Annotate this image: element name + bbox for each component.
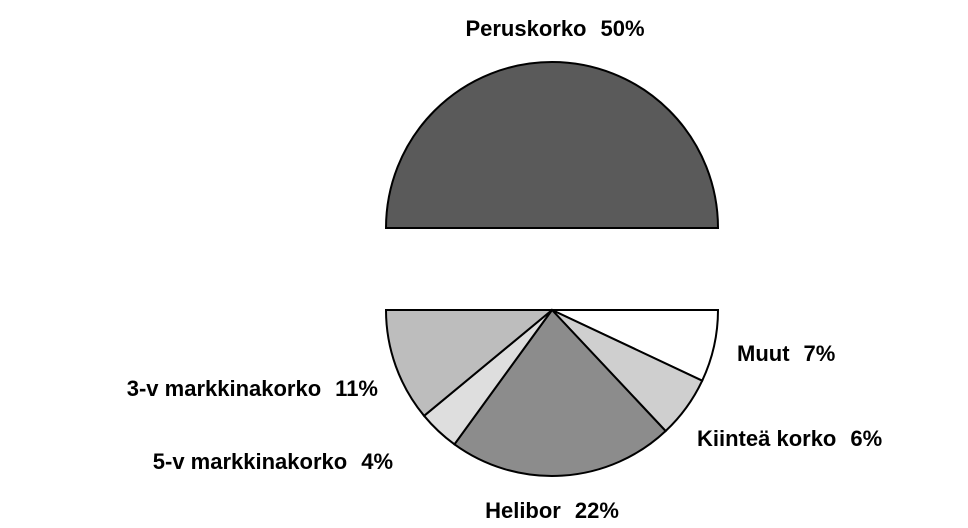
pie-slice [384,61,720,229]
pie-slice [384,309,555,418]
slice-name: Peruskorko [465,16,586,41]
slice-name: Helibor [485,498,561,523]
slice-name: Kiinteä korko [697,426,836,451]
slice-value-label: 11% [335,376,378,401]
slice-name: Muut [737,341,790,366]
slice-name: 3-v markkinakorko [127,376,321,401]
slice-value-label: 50% [601,16,645,41]
slice-label: Kiinteä korko 6% [697,426,882,451]
slice-value-label: 6% [850,426,882,451]
slice-label: Peruskorko 50% [465,16,644,41]
pie-slice [453,308,668,477]
slice-label: 3-v markkinakorko 11% [127,376,378,401]
slice-label: 5-v markkinakorko 4% [153,449,393,474]
slice-label: Helibor 22% [485,498,619,523]
slice-value-label: 4% [361,449,393,474]
slice-value-label: 7% [804,341,836,366]
slice-name: 5-v markkinakorko [153,449,347,474]
slice-value-label: 22% [575,498,619,523]
slice-label: Muut 7% [737,341,835,366]
